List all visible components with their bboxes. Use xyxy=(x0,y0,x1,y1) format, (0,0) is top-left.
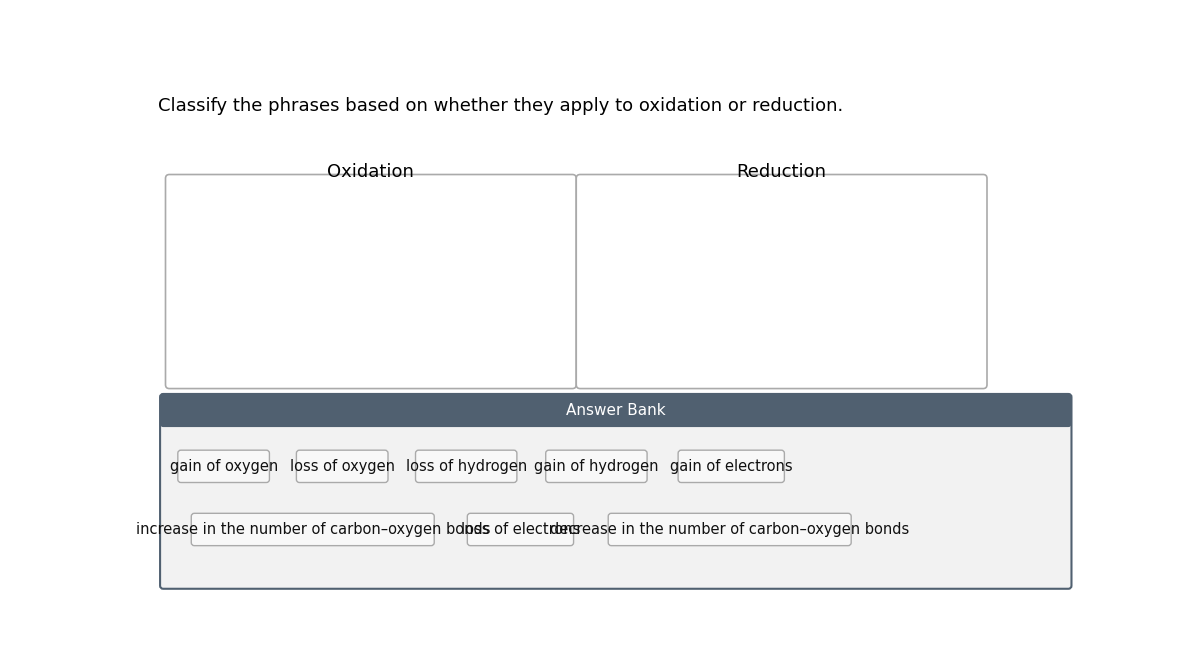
Text: Reduction: Reduction xyxy=(737,163,827,181)
Text: increase in the number of carbon–oxygen bonds: increase in the number of carbon–oxygen … xyxy=(136,522,490,537)
Text: gain of hydrogen: gain of hydrogen xyxy=(534,459,659,474)
Text: gain of electrons: gain of electrons xyxy=(670,459,792,474)
Text: loss of electrons: loss of electrons xyxy=(461,522,580,537)
FancyBboxPatch shape xyxy=(546,450,647,483)
Text: loss of hydrogen: loss of hydrogen xyxy=(406,459,527,474)
Text: gain of oxygen: gain of oxygen xyxy=(169,459,277,474)
FancyBboxPatch shape xyxy=(166,174,576,388)
FancyBboxPatch shape xyxy=(191,513,434,546)
Text: Oxidation: Oxidation xyxy=(328,163,414,181)
FancyBboxPatch shape xyxy=(178,450,270,483)
Text: Answer Bank: Answer Bank xyxy=(566,403,666,418)
Text: loss of oxygen: loss of oxygen xyxy=(289,459,395,474)
FancyBboxPatch shape xyxy=(608,513,851,546)
FancyBboxPatch shape xyxy=(678,450,785,483)
FancyBboxPatch shape xyxy=(160,394,1072,427)
FancyBboxPatch shape xyxy=(576,174,986,388)
Text: decrease in the number of carbon–oxygen bonds: decrease in the number of carbon–oxygen … xyxy=(550,522,910,537)
FancyBboxPatch shape xyxy=(160,394,1072,589)
Text: Classify the phrases based on whether they apply to oxidation or reduction.: Classify the phrases based on whether th… xyxy=(157,96,842,115)
FancyBboxPatch shape xyxy=(467,513,574,546)
FancyBboxPatch shape xyxy=(296,450,388,483)
FancyBboxPatch shape xyxy=(415,450,517,483)
